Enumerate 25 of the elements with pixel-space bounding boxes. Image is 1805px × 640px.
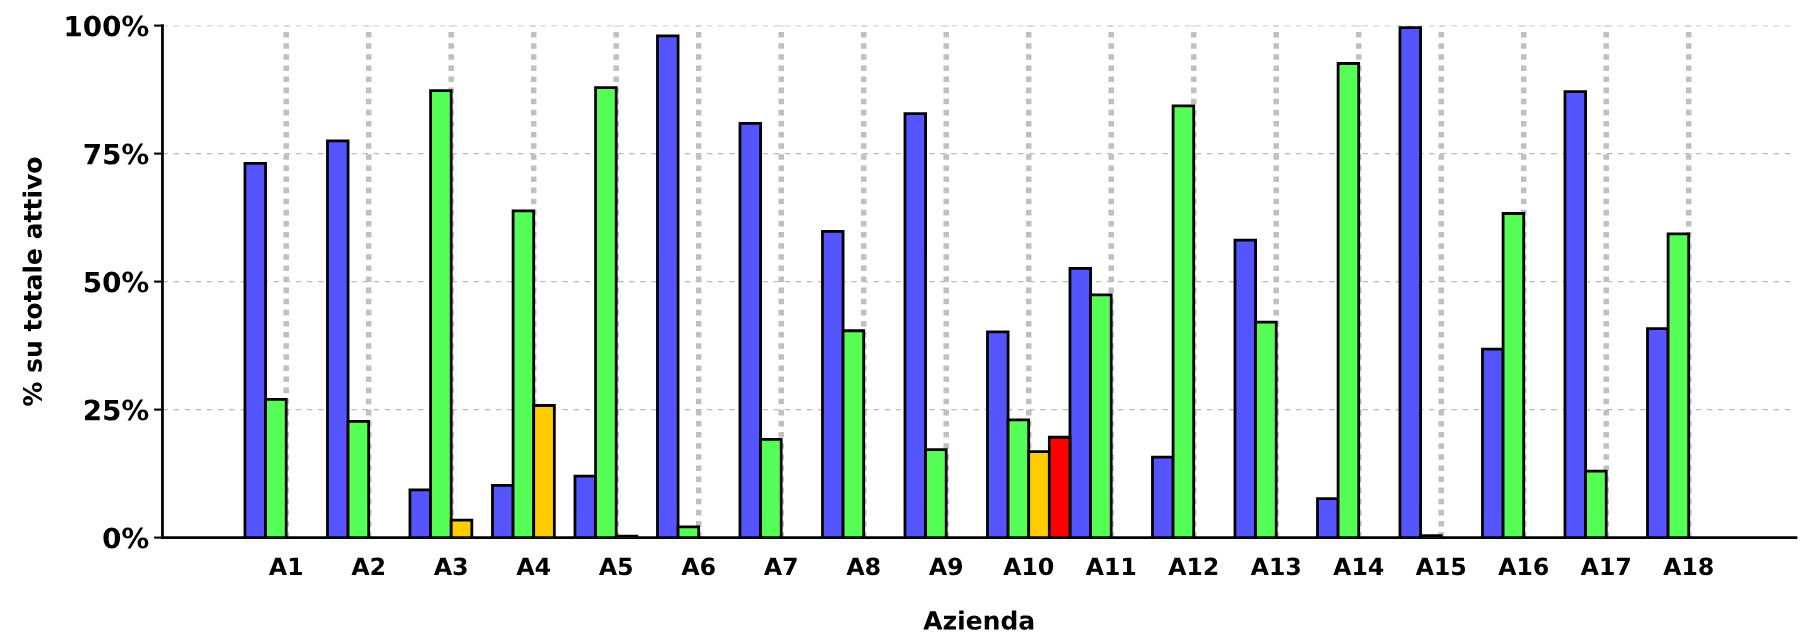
x-tick-label: A8: [846, 557, 880, 576]
x-tick-label: A12: [1168, 557, 1218, 575]
x-tick-label: A11: [1085, 557, 1136, 575]
y-tick-label: 25%: [84, 399, 149, 421]
x-tick-label: A1: [268, 557, 302, 575]
x-tick-label: A3: [433, 557, 467, 576]
x-tick-label: A14: [1333, 557, 1384, 575]
x-tick-label: A9: [928, 557, 963, 576]
y-tick-label: 0%: [103, 527, 149, 549]
y-tick-label: 75%: [84, 143, 149, 165]
x-axis-title: Azienda: [923, 610, 1034, 630]
x-tick-label: A5: [598, 557, 632, 576]
x-tick-label: A13: [1250, 557, 1300, 576]
y-tick-label: 50%: [84, 271, 149, 293]
x-tick-label: A18: [1663, 557, 1713, 576]
x-tick-label: A16: [1498, 557, 1549, 576]
x-tick-label: A2: [351, 557, 384, 575]
x-tick-label: A4: [516, 557, 550, 575]
y-tick-label: 100%: [66, 15, 149, 37]
x-tick-label: A10: [1003, 557, 1054, 576]
x-tick-label: A6: [681, 557, 715, 576]
x-tick-label: A15: [1415, 557, 1466, 576]
x-tick-label: A7: [763, 557, 797, 575]
y-axis-title: % su totale attivo: [22, 157, 42, 406]
x-tick-label: A17: [1580, 557, 1630, 575]
